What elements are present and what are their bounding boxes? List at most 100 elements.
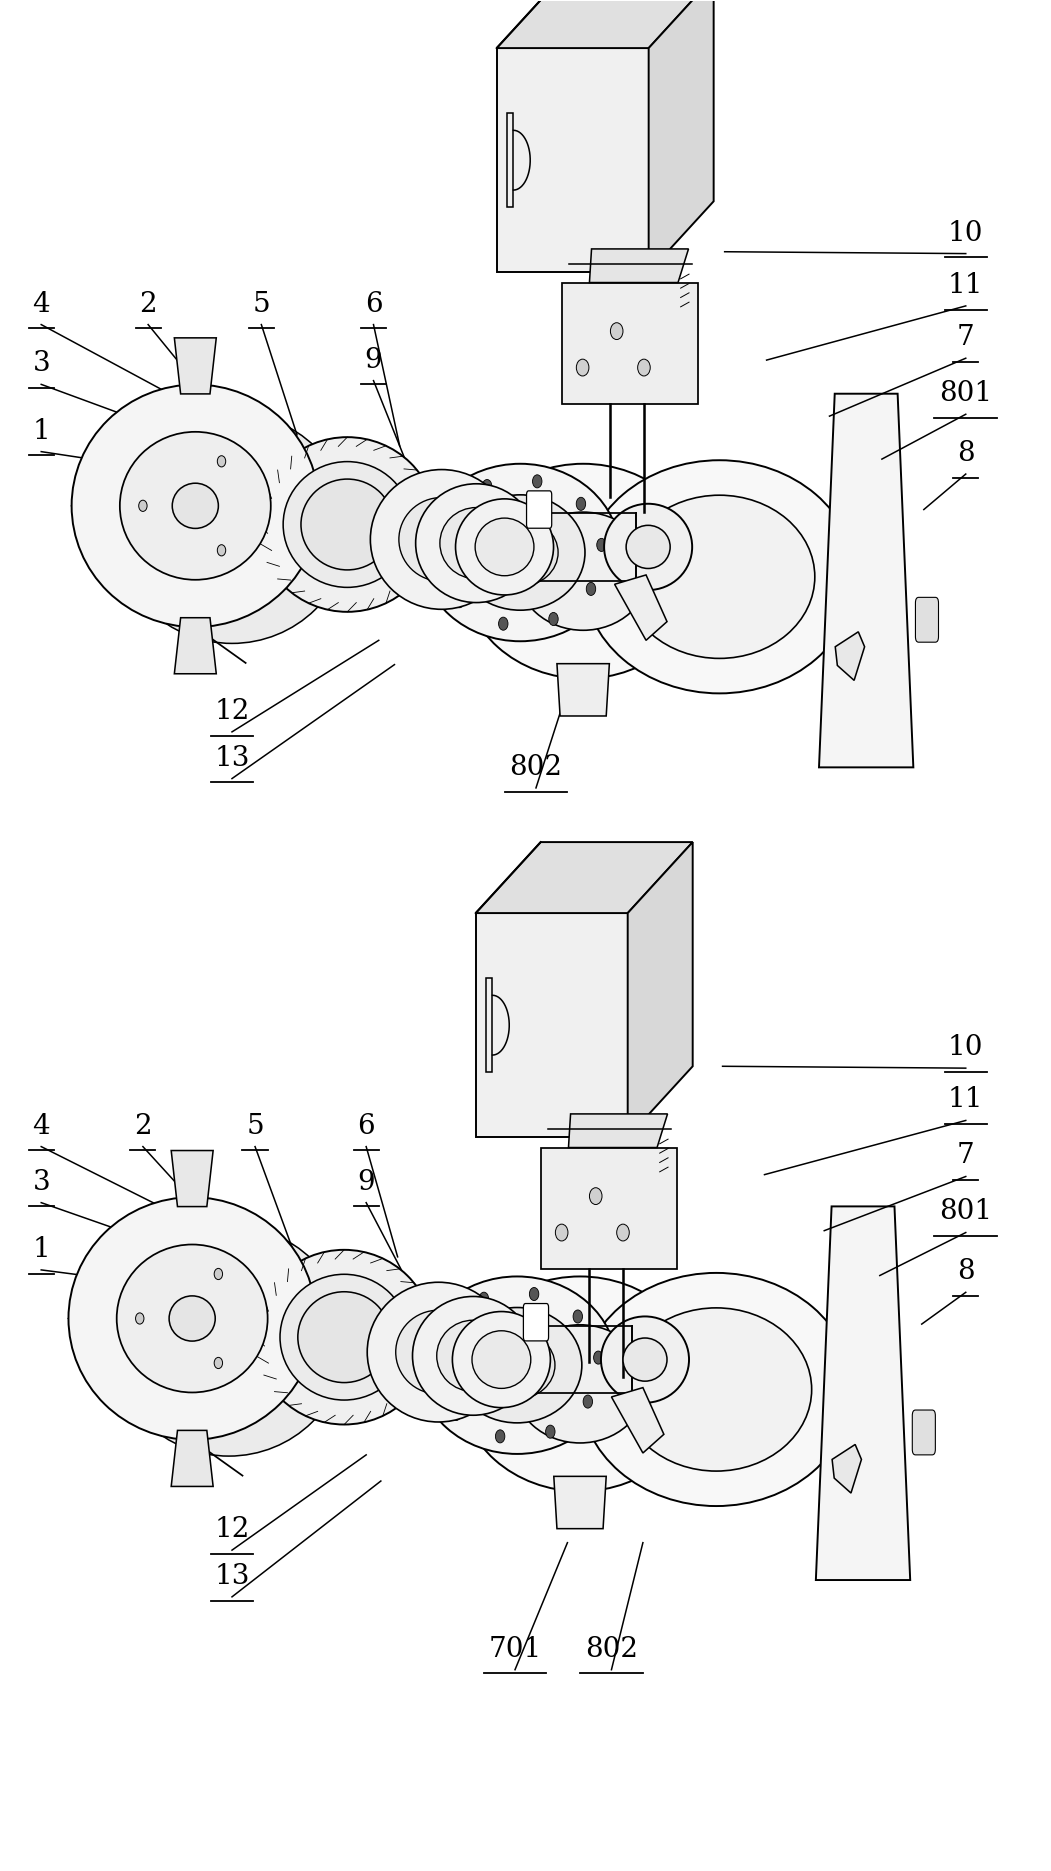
Text: 12: 12: [214, 1516, 250, 1544]
Text: 8: 8: [957, 440, 974, 468]
Polygon shape: [648, 0, 714, 273]
FancyBboxPatch shape: [527, 490, 552, 528]
Polygon shape: [832, 1444, 862, 1493]
Text: 7: 7: [956, 1143, 974, 1169]
Ellipse shape: [472, 1330, 531, 1388]
Text: 802: 802: [510, 754, 562, 780]
Ellipse shape: [301, 479, 394, 571]
Ellipse shape: [576, 498, 585, 511]
Ellipse shape: [71, 385, 320, 627]
Ellipse shape: [517, 513, 650, 631]
Ellipse shape: [624, 496, 815, 659]
Text: 4: 4: [33, 290, 50, 318]
Text: 7: 7: [956, 324, 974, 352]
Polygon shape: [497, 0, 714, 49]
Text: 5: 5: [246, 1113, 264, 1139]
Polygon shape: [174, 617, 217, 674]
Ellipse shape: [583, 1396, 593, 1409]
Text: 6: 6: [365, 290, 383, 318]
Ellipse shape: [498, 617, 508, 631]
Text: 10: 10: [948, 1035, 984, 1061]
Ellipse shape: [280, 1274, 408, 1400]
Text: 3: 3: [33, 350, 50, 378]
Ellipse shape: [259, 438, 436, 612]
Polygon shape: [541, 1147, 678, 1269]
Polygon shape: [476, 842, 693, 913]
Ellipse shape: [495, 1429, 504, 1443]
Ellipse shape: [462, 464, 704, 679]
Ellipse shape: [597, 539, 606, 552]
Text: 4: 4: [33, 1113, 50, 1139]
Text: 9: 9: [357, 1169, 375, 1196]
Ellipse shape: [68, 1197, 316, 1439]
FancyBboxPatch shape: [523, 1304, 549, 1342]
Polygon shape: [171, 1431, 213, 1486]
Polygon shape: [554, 1476, 606, 1529]
Ellipse shape: [590, 1188, 602, 1205]
Ellipse shape: [621, 1308, 811, 1471]
Ellipse shape: [455, 500, 554, 595]
Polygon shape: [562, 283, 699, 404]
Polygon shape: [174, 339, 217, 395]
Ellipse shape: [482, 518, 558, 586]
Text: 1: 1: [33, 1237, 50, 1263]
Text: 13: 13: [214, 745, 250, 771]
Ellipse shape: [583, 460, 856, 694]
Ellipse shape: [533, 475, 542, 488]
Ellipse shape: [440, 507, 513, 578]
Text: 2: 2: [140, 290, 157, 318]
Polygon shape: [569, 1113, 667, 1147]
Ellipse shape: [555, 1224, 568, 1240]
Ellipse shape: [455, 595, 465, 608]
Ellipse shape: [445, 509, 454, 522]
Ellipse shape: [549, 612, 558, 625]
Text: 5: 5: [252, 290, 270, 318]
Polygon shape: [171, 1151, 213, 1207]
Ellipse shape: [117, 1244, 268, 1392]
Ellipse shape: [604, 503, 693, 589]
Ellipse shape: [482, 479, 492, 492]
Ellipse shape: [415, 485, 537, 602]
Ellipse shape: [417, 1276, 617, 1454]
Ellipse shape: [530, 1287, 539, 1300]
Ellipse shape: [479, 1293, 489, 1306]
Polygon shape: [816, 1207, 910, 1579]
Ellipse shape: [255, 1250, 433, 1424]
Ellipse shape: [111, 1226, 347, 1456]
Ellipse shape: [545, 1426, 555, 1439]
Text: 10: 10: [948, 219, 984, 247]
Ellipse shape: [437, 1321, 510, 1392]
Ellipse shape: [617, 1224, 630, 1240]
Ellipse shape: [479, 1332, 555, 1400]
Ellipse shape: [611, 322, 623, 339]
Ellipse shape: [455, 494, 585, 610]
Polygon shape: [615, 574, 667, 640]
Ellipse shape: [452, 1312, 551, 1407]
Text: 11: 11: [948, 271, 984, 299]
Ellipse shape: [297, 1291, 391, 1383]
FancyBboxPatch shape: [912, 1411, 935, 1456]
Ellipse shape: [115, 413, 350, 644]
Polygon shape: [627, 842, 693, 1138]
Text: 11: 11: [948, 1087, 984, 1113]
Text: 3: 3: [33, 1169, 50, 1196]
Text: 9: 9: [365, 346, 383, 374]
FancyBboxPatch shape: [915, 597, 939, 642]
Ellipse shape: [399, 498, 485, 582]
Ellipse shape: [576, 359, 589, 376]
Ellipse shape: [638, 359, 651, 376]
Ellipse shape: [452, 1407, 461, 1420]
Ellipse shape: [283, 462, 411, 587]
Text: 802: 802: [585, 1635, 638, 1663]
Ellipse shape: [172, 483, 219, 528]
Ellipse shape: [370, 470, 513, 610]
Ellipse shape: [420, 464, 620, 642]
Ellipse shape: [623, 1338, 667, 1381]
Polygon shape: [612, 1388, 664, 1454]
Ellipse shape: [136, 1313, 144, 1325]
Ellipse shape: [452, 1308, 582, 1422]
Text: 801: 801: [940, 380, 992, 408]
Ellipse shape: [514, 1325, 646, 1443]
Ellipse shape: [459, 1276, 701, 1491]
Text: 8: 8: [957, 1259, 974, 1285]
